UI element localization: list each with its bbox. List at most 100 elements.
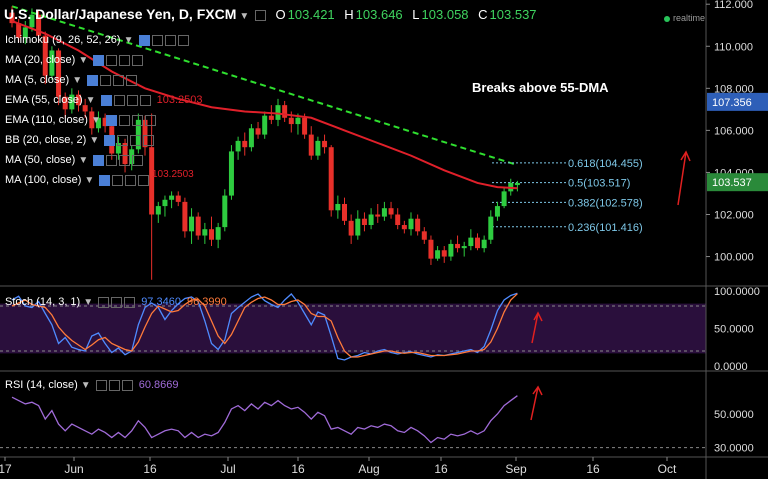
close-icon[interactable]	[139, 94, 151, 106]
visibility-icon[interactable]	[104, 134, 116, 146]
up-arrow-icon	[531, 312, 539, 344]
gear-icon[interactable]	[117, 134, 129, 146]
visibility-icon[interactable]	[93, 54, 105, 66]
close-icon[interactable]	[138, 174, 150, 186]
indicator-menu-icon[interactable]: ▼	[83, 297, 94, 308]
settings-icon[interactable]	[254, 10, 266, 22]
add-icon[interactable]	[119, 54, 131, 66]
gear-icon[interactable]	[113, 94, 125, 106]
up-arrow-icon	[530, 386, 539, 421]
downtrend-line	[11, 5, 518, 167]
add-icon[interactable]	[113, 74, 125, 86]
up-arrow-head-icon	[533, 311, 543, 322]
symbol-title[interactable]: U.S. Dollar/Japanese Yen, D, FXCM	[4, 6, 237, 22]
visibility-icon[interactable]	[138, 34, 150, 46]
y-tick-label: 100.000	[714, 252, 754, 264]
close-icon[interactable]	[126, 74, 138, 86]
x-tick-label: 17	[0, 462, 12, 476]
add-icon[interactable]	[164, 34, 176, 46]
close-icon[interactable]	[124, 296, 136, 308]
indicator-menu-icon[interactable]: ▼	[89, 135, 100, 146]
gear-icon[interactable]	[95, 379, 107, 391]
gear-icon[interactable]	[106, 154, 118, 166]
add-icon[interactable]	[126, 94, 138, 106]
visibility-icon[interactable]	[100, 94, 112, 106]
close-icon[interactable]	[132, 54, 144, 66]
realtime-label: realtime	[673, 13, 706, 23]
candle	[275, 105, 281, 120]
candle	[209, 229, 214, 240]
candle	[415, 218, 421, 232]
gear-icon[interactable]	[98, 296, 110, 308]
candle	[215, 227, 221, 240]
ema55-value: 103.2503	[156, 94, 203, 106]
add-icon[interactable]	[108, 379, 120, 391]
candle	[129, 149, 135, 165]
close-icon[interactable]	[177, 34, 189, 46]
indicator-menu-icon[interactable]: ▼	[72, 75, 83, 86]
close-icon[interactable]	[132, 154, 144, 166]
candle	[288, 117, 294, 125]
candle	[501, 191, 507, 207]
rsi-y-tick-label: 30.0000	[714, 443, 754, 455]
indicator-label: Ichimoku (9, 26, 52, 26)	[5, 34, 121, 46]
y-tick-label: 108.000	[714, 83, 754, 95]
gear-icon[interactable]	[112, 174, 124, 186]
close-icon[interactable]	[144, 114, 156, 126]
candle	[368, 214, 374, 226]
visibility-icon[interactable]	[105, 114, 117, 126]
candle	[361, 218, 367, 226]
add-icon[interactable]	[111, 296, 123, 308]
indicator-ema110[interactable]: EMA (110, close) ▼	[5, 113, 156, 127]
candle	[494, 206, 500, 217]
candle	[228, 151, 234, 196]
candle	[242, 140, 248, 148]
gear-icon[interactable]	[106, 54, 118, 66]
candle	[182, 201, 188, 232]
visibility-icon[interactable]	[99, 174, 111, 186]
candle	[461, 246, 467, 249]
candle	[16, 23, 22, 38]
indicator-bb20[interactable]: BB (20, close, 2) ▼	[5, 133, 155, 147]
indicator-label: BB (20, close, 2)	[5, 134, 87, 146]
candle	[262, 115, 268, 135]
add-icon[interactable]	[119, 154, 131, 166]
indicator-menu-icon[interactable]: ▼	[90, 115, 101, 126]
visibility-icon[interactable]	[87, 74, 99, 86]
candle	[468, 237, 474, 247]
candle	[421, 231, 427, 240]
indicator-ichimoku[interactable]: Ichimoku (9, 26, 52, 26) ▼	[5, 33, 189, 47]
stoch-legend[interactable]: Stoch (14, 3, 1) ▼ 97.3460 96.3990	[5, 296, 227, 308]
indicator-ma20[interactable]: MA (20, close) ▼	[5, 53, 144, 67]
gear-icon[interactable]	[100, 74, 112, 86]
indicator-ma100[interactable]: MA (100, close) ▼	[5, 173, 150, 187]
indicator-menu-icon[interactable]: ▼	[78, 155, 89, 166]
indicator-menu-icon[interactable]: ▼	[85, 95, 96, 106]
add-icon[interactable]	[131, 114, 143, 126]
indicator-menu-icon[interactable]: ▼	[84, 175, 95, 186]
candle	[235, 140, 241, 152]
add-icon[interactable]	[125, 174, 137, 186]
candle	[49, 50, 55, 76]
visibility-icon[interactable]	[93, 154, 105, 166]
up-arrow-head-icon	[680, 150, 691, 162]
close-icon[interactable]	[143, 134, 155, 146]
indicator-ema55[interactable]: EMA (55, close) ▼ 103.2503	[5, 93, 203, 107]
indicator-menu-icon[interactable]: ▼	[123, 35, 134, 46]
indicator-ma5[interactable]: MA (5, close) ▼	[5, 73, 138, 87]
indicator-menu-icon[interactable]: ▼	[80, 380, 91, 391]
add-icon[interactable]	[130, 134, 142, 146]
close-icon[interactable]	[121, 379, 133, 391]
indicator-ma50[interactable]: MA (50, close) ▼	[5, 153, 144, 167]
symbol-dropdown-icon[interactable]: ▼	[239, 11, 250, 22]
candle	[295, 117, 301, 125]
gear-icon[interactable]	[118, 114, 130, 126]
candle	[441, 250, 447, 257]
gear-icon[interactable]	[151, 34, 163, 46]
indicator-label: MA (20, close)	[5, 54, 76, 66]
rsi-legend[interactable]: RSI (14, close) ▼ 60.8669	[5, 379, 178, 391]
indicator-menu-icon[interactable]: ▼	[78, 55, 89, 66]
indicator-label: EMA (110, close)	[5, 114, 88, 126]
candle	[514, 182, 520, 186]
